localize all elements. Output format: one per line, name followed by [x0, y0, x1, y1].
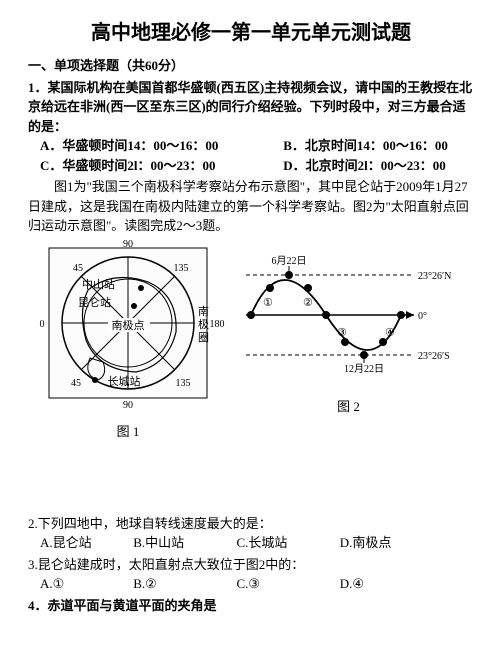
lat-north: 23°26′N — [418, 271, 451, 282]
figure-1: 90 45 135 0 180 45 135 90 中山站 昆仑站 南极点 长城… — [28, 240, 228, 442]
blank-gap — [28, 442, 474, 512]
lbl-nanjiquan-1: 南 — [198, 305, 209, 318]
mark-3: ③ — [337, 327, 347, 339]
q3-opt-c: C.③ — [237, 574, 337, 594]
lbl-l2: 0 — [40, 319, 45, 330]
lbl-r1: 135 — [174, 263, 189, 274]
q1-opt-b: B．北京时间14：00～16：00 — [283, 138, 448, 153]
lbl-changcheng: 长城站 — [108, 374, 141, 388]
mark-2: ② — [303, 297, 313, 309]
map-icon: 90 45 135 0 180 45 135 90 中山站 昆仑站 南极点 长城… — [28, 240, 228, 415]
figures-row: 90 45 135 0 180 45 135 90 中山站 昆仑站 南极点 长城… — [28, 240, 474, 442]
q2-opt-b: B.中山站 — [133, 533, 233, 553]
q1-opt-a: A．华盛顿时间14：00～16：00 — [40, 136, 280, 156]
date-jun: 6月22日 — [272, 255, 307, 267]
q3-opt-b: B.② — [133, 574, 233, 594]
q1-options-row1: A．华盛顿时间14：00～16：00 B．北京时间14：00～16：00 — [28, 136, 474, 156]
sine-icon: ① ② ③ ④ 6月22日 12月22日 23°26′N 0° 23°26′S — [236, 240, 461, 390]
lbl-top: 90 — [123, 240, 133, 250]
lat-south: 23°26′S — [418, 351, 450, 362]
q2-opt-d: D.南极点 — [340, 533, 392, 553]
mark-1: ① — [263, 297, 273, 309]
date-dec: 12月22日 — [344, 363, 384, 375]
lbl-r3: 135 — [176, 378, 191, 389]
question-4-stem: 4．赤道平面与黄道平面的夹角是 — [28, 596, 474, 616]
question-1-stem: 1．某国际机构在美国首都华盛顿(西五区)主持视频会议，请中国的王教授在北京给远在… — [28, 78, 474, 137]
question-3-stem: 3.昆仑站建成时，太阳直射点大致位于图2中的： — [28, 555, 474, 575]
lbl-kunlun: 昆仑站 — [78, 295, 111, 309]
q3-opt-a: A.① — [40, 574, 130, 594]
lbl-nanjidian: 南极点 — [112, 318, 145, 332]
q1-options-row2: C．华盛顿时间2l：00～23：00 D．北京时间2l：00～23：00 — [28, 156, 474, 176]
lbl-r2: 180 — [210, 319, 225, 330]
lbl-nanjiquan-3: 圈 — [198, 331, 209, 344]
question-2-stem: 2.下列四地中，地球自转线速度最大的是： — [28, 514, 474, 534]
q2-opt-a: A.昆仑站 — [40, 533, 130, 553]
q2-opt-c: C.长城站 — [237, 533, 337, 553]
q3-opt-d: D.④ — [340, 574, 364, 594]
question-3-options: A.① B.② C.③ D.④ — [28, 574, 474, 594]
q1-opt-d: D．北京时间2l：00～23：00 — [283, 158, 446, 173]
lbl-bot: 90 — [123, 400, 133, 411]
section-mcq-header: 一、单项选择题（共60分） — [28, 56, 474, 76]
lat-zero: 0° — [418, 311, 427, 322]
question-2-options: A.昆仑站 B.中山站 C.长城站 D.南极点 — [28, 533, 474, 553]
mark-4: ④ — [385, 327, 395, 339]
figure-1-caption: 图 1 — [28, 422, 228, 442]
intro-2-3: 图1为"我国三个南极科学考察站分布示意图"，其中昆仑站于2009年1月27日建成… — [28, 177, 474, 236]
lbl-nanjiquan-2: 极 — [198, 317, 209, 331]
page-title: 高中地理必修一第一单元单元测试题 — [28, 18, 474, 48]
lbl-l1: 45 — [73, 263, 83, 274]
lbl-zhongshan: 中山站 — [82, 277, 115, 291]
figure-2: ① ② ③ ④ 6月22日 12月22日 23°26′N 0° 23°26′S … — [236, 240, 461, 442]
q1-opt-c: C．华盛顿时间2l：00～23：00 — [40, 156, 280, 176]
figure-2-caption: 图 2 — [236, 397, 461, 417]
lbl-l3: 45 — [71, 378, 81, 389]
